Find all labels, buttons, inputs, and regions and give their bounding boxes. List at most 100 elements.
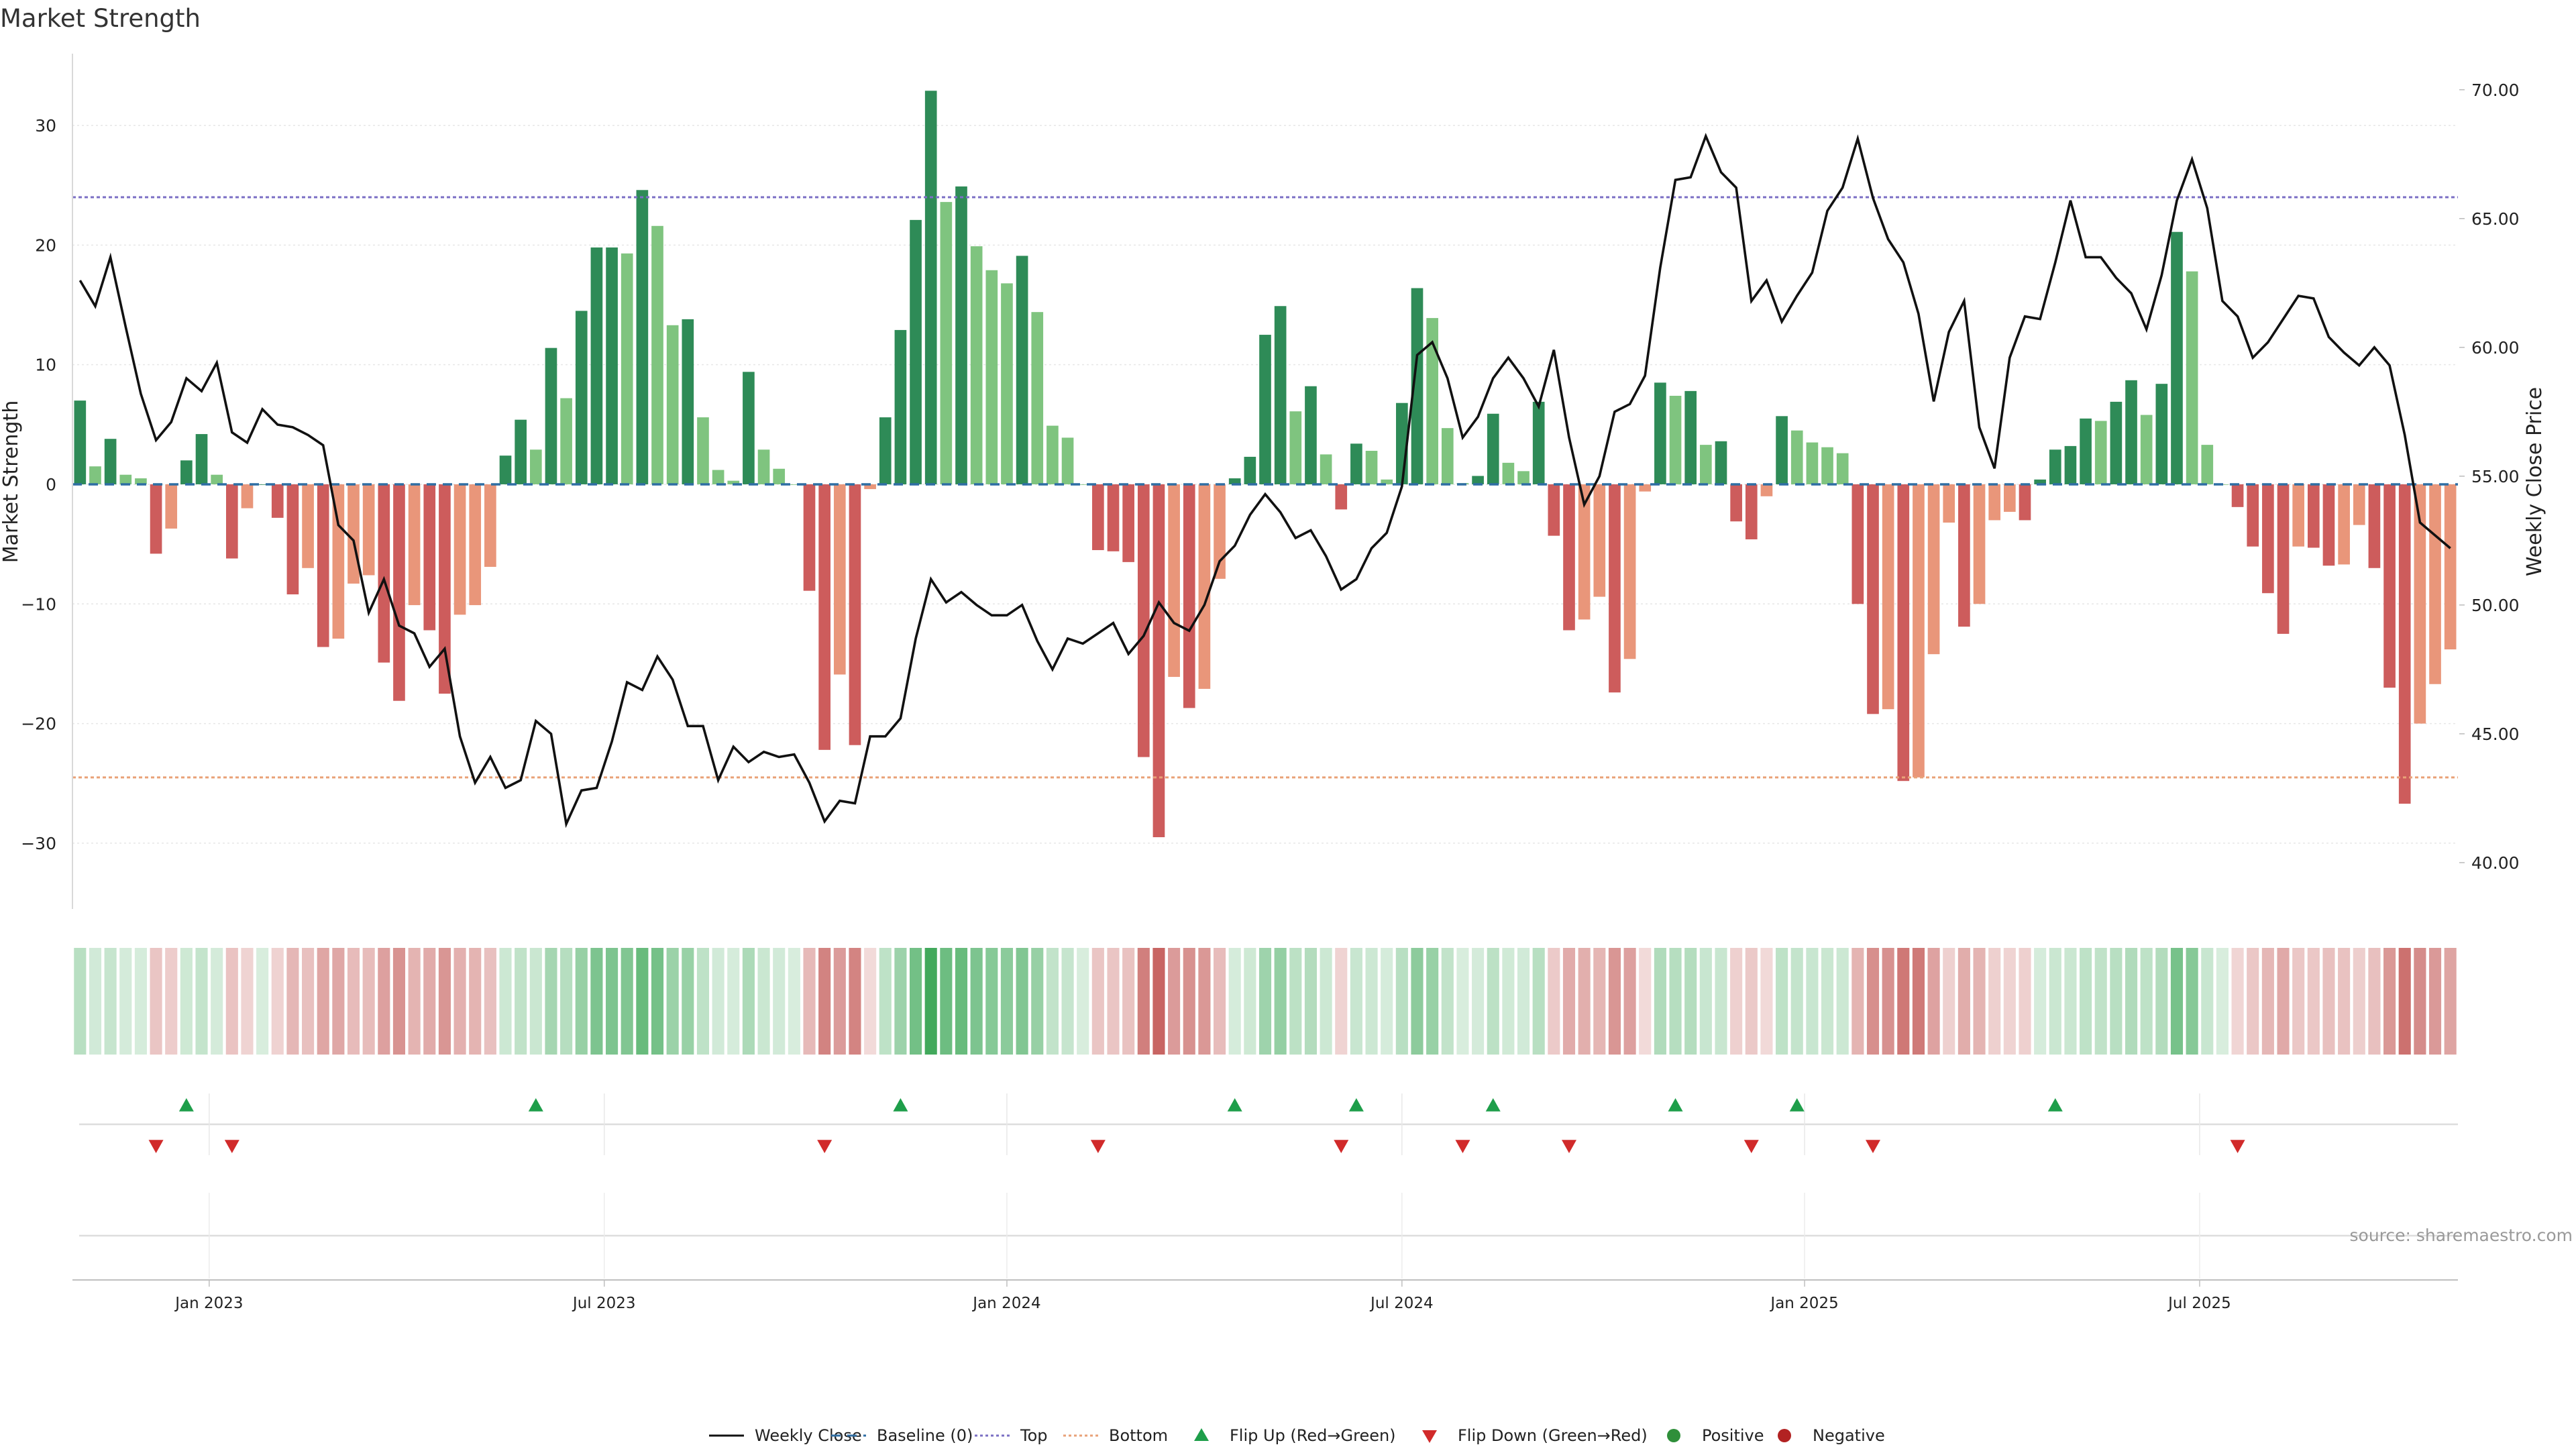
- heat-cell: [2201, 948, 2214, 1055]
- left-tick-label: 20: [35, 235, 56, 255]
- flip-up-marker: [2047, 1098, 2063, 1112]
- strength-bar: [985, 270, 998, 484]
- strength-bar: [1760, 484, 1773, 496]
- legend-label: Flip Down (Green→Red): [1458, 1426, 1648, 1445]
- strength-bar: [1669, 396, 1682, 484]
- heat-cell: [469, 948, 482, 1055]
- strength-bar: [1609, 484, 1621, 693]
- heat-cell: [134, 948, 147, 1055]
- strength-bar: [529, 449, 542, 484]
- heat-cell: [1244, 948, 1256, 1055]
- strength-bar: [924, 91, 937, 484]
- source-note: source: sharemaestro.com: [2350, 1226, 2573, 1245]
- strength-bar: [1305, 386, 1317, 484]
- heat-cell: [1790, 948, 1803, 1055]
- flip-markers-panel: [79, 1093, 2458, 1155]
- strength-bar: [1730, 484, 1742, 522]
- strength-bar: [1776, 416, 1788, 484]
- heat-cell: [2094, 948, 2107, 1055]
- strength-bar: [1882, 484, 1894, 710]
- heat-cell: [1077, 948, 1089, 1055]
- strength-bar: [803, 484, 816, 591]
- heat-cell: [1487, 948, 1499, 1055]
- strength-bar: [1168, 484, 1180, 678]
- heat-cell: [909, 948, 922, 1055]
- strength-bar: [773, 468, 786, 484]
- legend-item: Bottom: [1063, 1426, 1168, 1445]
- heat-cell: [453, 948, 466, 1055]
- heat-cell: [1258, 948, 1272, 1055]
- legend-item: Negative: [1778, 1426, 1885, 1445]
- heat-cell: [362, 948, 375, 1055]
- strength-bar: [879, 417, 892, 484]
- strength-bar: [940, 202, 953, 484]
- heat-cell: [2277, 948, 2290, 1055]
- heat-cell: [347, 948, 360, 1055]
- heat-cell: [2353, 948, 2365, 1055]
- strength-bar: [499, 455, 512, 484]
- right-axis: 40.00 45.00 50.00 55.00 60.00 65.00 70.00: [2459, 80, 2520, 873]
- strength-bar: [2034, 479, 2046, 484]
- strength-bar: [2004, 484, 2016, 512]
- strength-bar: [1593, 484, 1606, 597]
- heat-cell: [2398, 948, 2411, 1055]
- left-tick-label: 0: [46, 475, 56, 494]
- heat-cell: [1897, 948, 1910, 1055]
- strength-bar: [2444, 484, 2457, 650]
- heat-cell: [1456, 948, 1469, 1055]
- strength-bar: [1472, 476, 1484, 484]
- heat-cell: [2140, 948, 2153, 1055]
- heat-cell: [286, 948, 299, 1055]
- strength-bar: [1973, 484, 1986, 604]
- heat-cell: [2414, 948, 2426, 1055]
- heat-cell: [545, 948, 557, 1055]
- strength-bar: [1335, 484, 1348, 510]
- heat-cell: [1289, 948, 1302, 1055]
- heat-cell: [1411, 948, 1424, 1055]
- left-tick-label: −10: [21, 594, 56, 614]
- strength-bar: [332, 484, 345, 639]
- heat-cell: [955, 948, 968, 1055]
- heat-cell: [74, 948, 87, 1055]
- strength-bar: [606, 247, 618, 484]
- strength-bar: [2110, 401, 2123, 484]
- strength-bar: [1244, 456, 1256, 484]
- heat-cell: [2003, 948, 2016, 1055]
- flip-up-marker: [178, 1098, 194, 1112]
- strength-bar: [104, 439, 117, 484]
- strength-bar: [1228, 478, 1241, 484]
- heat-cell: [2231, 948, 2244, 1055]
- heat-cell: [1517, 948, 1530, 1055]
- strength-bar: [408, 484, 421, 606]
- heat-cell: [1957, 948, 1970, 1055]
- strength-bar: [1259, 335, 1271, 484]
- strength-bar: [1320, 454, 1332, 484]
- heat-cell: [1745, 948, 1758, 1055]
- strength-bar: [1274, 306, 1287, 484]
- strength-bar: [1061, 437, 1074, 484]
- strength-bar: [590, 247, 603, 484]
- strength-bar: [1441, 428, 1454, 484]
- heat-cell: [2170, 948, 2184, 1055]
- legend-label: Flip Up (Red→Green): [1230, 1426, 1396, 1445]
- strength-bar: [727, 480, 740, 484]
- strength-bar: [1927, 484, 1940, 655]
- strength-bar: [864, 484, 876, 490]
- strength-bar: [2231, 484, 2244, 507]
- heat-cell: [2322, 948, 2335, 1055]
- flip-up-marker: [893, 1098, 908, 1112]
- strength-bar: [484, 484, 496, 567]
- legend-label: Top: [1020, 1426, 1048, 1445]
- strength-bar: [2292, 484, 2305, 547]
- strength-bar: [1654, 382, 1666, 484]
- right-tick-label: 50.00: [2471, 596, 2520, 615]
- strength-bar: [788, 484, 800, 485]
- heat-cell: [560, 948, 573, 1055]
- flip-up-marker: [1789, 1098, 1805, 1112]
- strength-bar: [1350, 443, 1362, 484]
- heat-cell: [636, 948, 649, 1055]
- flip-down-marker: [1455, 1140, 1470, 1153]
- heat-cell: [119, 948, 132, 1055]
- heat-cell: [2064, 948, 2077, 1055]
- strength-bar: [2125, 380, 2137, 484]
